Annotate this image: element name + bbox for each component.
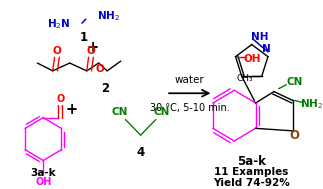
Text: CN: CN [112, 107, 128, 117]
Text: O: O [56, 94, 64, 104]
Text: NH$_2$: NH$_2$ [97, 9, 120, 23]
Text: CN: CN [153, 107, 170, 117]
Text: O: O [86, 46, 95, 56]
Text: 2: 2 [101, 82, 109, 95]
Text: +: + [86, 40, 99, 55]
Text: 4: 4 [137, 146, 145, 159]
Text: 1: 1 [80, 31, 88, 44]
Text: 3a-k: 3a-k [30, 168, 56, 178]
Text: 11 Examples: 11 Examples [214, 167, 288, 177]
Text: O: O [290, 129, 300, 142]
Text: O: O [52, 46, 61, 56]
Text: +: + [66, 102, 78, 117]
Text: O: O [95, 64, 104, 74]
Text: N: N [262, 44, 270, 54]
Text: 30 °C, 5-10 min.: 30 °C, 5-10 min. [150, 103, 230, 113]
Text: H$_2$N: H$_2$N [47, 17, 71, 31]
Text: 5a-k: 5a-k [237, 155, 266, 168]
Text: NH$_2$: NH$_2$ [300, 98, 323, 111]
Text: Yield 74-92%: Yield 74-92% [213, 178, 290, 188]
Text: CH₃: CH₃ [236, 74, 253, 83]
Text: NH: NH [251, 32, 268, 42]
Text: CN: CN [287, 77, 303, 87]
Text: water: water [175, 75, 205, 85]
Text: OH: OH [244, 54, 261, 64]
Text: OH: OH [35, 177, 51, 187]
